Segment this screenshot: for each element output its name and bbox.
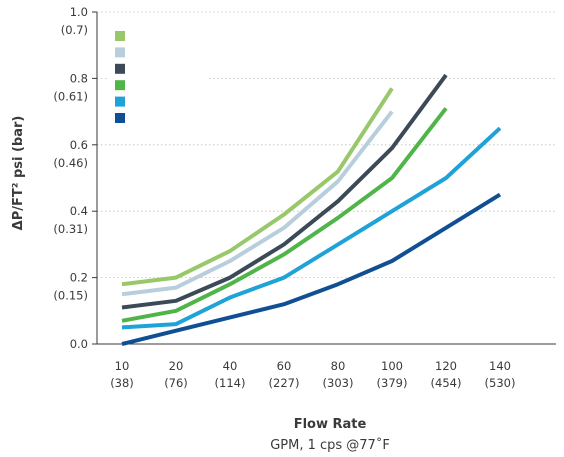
- x-tick-sublabel: (454): [431, 376, 462, 390]
- legend-label: >200 microns: [131, 115, 184, 124]
- axes: [92, 11, 556, 345]
- series-line-4: [121, 107, 448, 323]
- legend-label: 100-200 microns: [131, 98, 194, 107]
- legend-swatch: [115, 80, 125, 91]
- x-tick-label: 140: [489, 359, 511, 373]
- series-line-5: [121, 126, 502, 330]
- x-tick-labels: 10 (38) 20 (76) 40 (114) 60 (227) 80 (303) 100 (379…: [110, 359, 515, 390]
- series-line-6: [121, 192, 502, 346]
- legend-label: 10-50 microns: [131, 65, 185, 74]
- legend-label: 5-10 microns: [131, 49, 180, 58]
- y-tick-sublabel: (0.61): [53, 89, 88, 103]
- series-line-2: [121, 110, 394, 297]
- x-axis-subtitle: GPM, 1 cps @77˚F: [270, 437, 390, 453]
- y-tick-sublabel: (0.15): [53, 289, 88, 303]
- y-tick-label: 1.0: [70, 5, 88, 19]
- legend-swatch: [115, 96, 125, 107]
- y-tick-sublabel: (0.31): [53, 222, 88, 236]
- x-tick-label: 10: [115, 359, 130, 373]
- x-tick-label: 120: [435, 359, 457, 373]
- legend-swatch: [115, 31, 125, 41]
- y-tick-label: 0.6: [70, 138, 88, 152]
- y-tick-label: 0.8: [70, 71, 88, 85]
- y-axis-title: ΔP/FT² psi (bar): [11, 116, 26, 231]
- legend-label: <3 microns: [131, 33, 174, 42]
- x-tick-sublabel: (227): [269, 376, 300, 390]
- x-tick-label: 40: [223, 359, 238, 373]
- x-tick-sublabel: (114): [215, 376, 246, 390]
- legend: <3 microns 5-10 microns 10-50 microns 50-10…: [107, 27, 207, 130]
- legend-swatch: [115, 47, 125, 58]
- x-tick-sublabel: (379): [377, 376, 408, 390]
- series-lines: [121, 73, 502, 346]
- legend-swatch: [115, 63, 125, 74]
- y-tick-label: 0.4: [70, 204, 88, 218]
- legend-label: 50-100 microns: [131, 82, 190, 91]
- x-tick-sublabel: (530): [485, 376, 516, 390]
- x-tick-label: 20: [169, 359, 184, 373]
- series-line-1: [121, 87, 394, 287]
- legend-swatch: [115, 113, 125, 123]
- y-tick-label: 0.0: [70, 337, 88, 351]
- x-tick-sublabel: (303): [323, 376, 354, 390]
- legend-box: [107, 27, 207, 130]
- y-tick-sublabel: (0.7): [61, 23, 88, 37]
- x-axis-title: Flow Rate: [294, 417, 367, 432]
- x-tick-label: 100: [381, 359, 403, 373]
- x-tick-sublabel: (38): [110, 376, 134, 390]
- y-tick-label: 0.2: [70, 271, 88, 285]
- x-tick-sublabel: (76): [164, 376, 188, 390]
- x-tick-label: 60: [277, 359, 292, 373]
- y-tick-labels: 1.0 (0.7) 0.8 (0.61) 0.6 (0.46) 0.4 (0.31) 0.2 (0…: [53, 5, 88, 351]
- x-tick-label: 80: [331, 359, 346, 373]
- y-tick-sublabel: (0.46): [53, 156, 88, 170]
- series-line-3: [121, 73, 448, 310]
